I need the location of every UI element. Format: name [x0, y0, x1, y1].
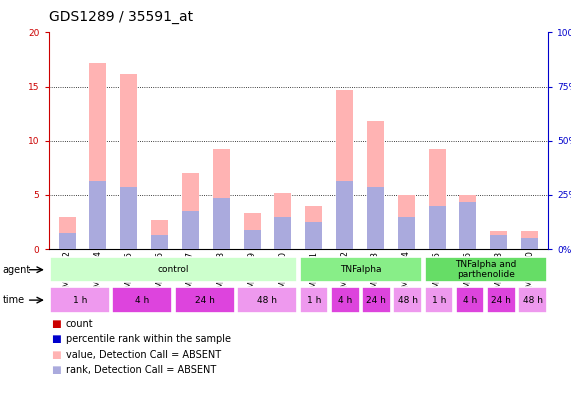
Text: 4 h: 4 h [463, 296, 477, 305]
Text: 24 h: 24 h [195, 296, 215, 305]
Text: ■: ■ [51, 365, 61, 375]
Bar [490, 235, 507, 249]
Text: ■: ■ [51, 319, 61, 329]
Text: ■: ■ [51, 350, 61, 360]
Bar [90, 181, 106, 249]
Text: TNFalpha and
parthenolide: TNFalpha and parthenolide [455, 260, 516, 279]
Text: 24 h: 24 h [367, 296, 387, 305]
Text: TNFalpha: TNFalpha [340, 265, 381, 274]
Bar [305, 206, 322, 249]
Text: 24 h: 24 h [492, 296, 511, 305]
Bar [429, 149, 445, 249]
Text: 1 h: 1 h [73, 296, 87, 305]
Bar [460, 202, 476, 249]
Bar [521, 238, 538, 249]
Bar [50, 257, 297, 282]
Bar [120, 74, 137, 249]
Bar [59, 217, 75, 249]
Text: time: time [3, 295, 25, 305]
Text: 1 h: 1 h [432, 296, 446, 305]
Text: agent: agent [3, 265, 31, 275]
Bar [59, 233, 75, 249]
Bar [367, 121, 384, 249]
Bar [244, 213, 260, 249]
Bar [336, 181, 353, 249]
Bar [305, 222, 322, 249]
Bar [151, 220, 168, 249]
Bar [151, 235, 168, 249]
Text: 4 h: 4 h [338, 296, 352, 305]
Text: 1 h: 1 h [307, 296, 321, 305]
Bar [487, 288, 516, 313]
Bar [362, 288, 391, 313]
Bar [424, 288, 453, 313]
Bar [424, 257, 547, 282]
Bar [237, 288, 297, 313]
Bar [182, 173, 199, 249]
Bar [456, 288, 484, 313]
Bar [460, 195, 476, 249]
Bar [275, 193, 291, 249]
Text: ■: ■ [51, 335, 61, 344]
Bar [120, 188, 137, 249]
Text: count: count [66, 319, 93, 329]
Bar [429, 206, 445, 249]
Bar [213, 149, 230, 249]
Bar [367, 188, 384, 249]
Bar [275, 217, 291, 249]
Bar [50, 288, 110, 313]
Text: 4 h: 4 h [135, 296, 150, 305]
Bar [518, 288, 547, 313]
Bar [300, 257, 422, 282]
Text: 48 h: 48 h [522, 296, 542, 305]
Text: 48 h: 48 h [397, 296, 417, 305]
Text: percentile rank within the sample: percentile rank within the sample [66, 335, 231, 344]
Bar [182, 211, 199, 249]
Bar [331, 288, 360, 313]
Bar [398, 195, 415, 249]
Text: rank, Detection Call = ABSENT: rank, Detection Call = ABSENT [66, 365, 216, 375]
Bar [521, 231, 538, 249]
Bar [398, 217, 415, 249]
Bar [244, 230, 260, 249]
Bar [393, 288, 422, 313]
Bar [336, 90, 353, 249]
Bar [490, 231, 507, 249]
Bar [175, 288, 235, 313]
Text: value, Detection Call = ABSENT: value, Detection Call = ABSENT [66, 350, 221, 360]
Text: GDS1289 / 35591_at: GDS1289 / 35591_at [49, 10, 192, 24]
Text: 48 h: 48 h [257, 296, 277, 305]
Bar [90, 63, 106, 249]
Bar [112, 288, 172, 313]
Bar [300, 288, 328, 313]
Bar [213, 198, 230, 249]
Text: control: control [158, 265, 189, 274]
